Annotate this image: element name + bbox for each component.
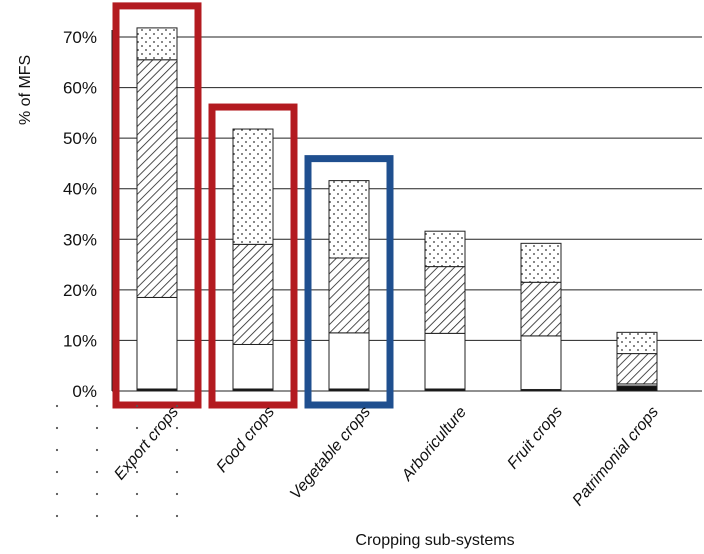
x-tick-label: Food crops <box>214 404 278 476</box>
bar-segment <box>232 128 274 245</box>
dotted-guide <box>95 514 99 518</box>
highlight-box <box>304 155 394 409</box>
dotted-guide <box>95 426 99 430</box>
y-tick-label: 30% <box>63 230 97 249</box>
highlight-boxes <box>112 2 394 409</box>
dotted-guide <box>175 404 179 408</box>
x-tick-label: Patrimonial crops <box>570 404 662 510</box>
x-axis-title: Cropping sub-systems <box>355 532 514 549</box>
dotted-guide <box>55 492 59 496</box>
dotted-guide <box>55 514 59 518</box>
y-tick-label: 10% <box>63 331 97 350</box>
dotted-guide <box>175 470 179 474</box>
bar-segment <box>136 59 178 298</box>
bar-segment <box>616 385 658 392</box>
x-tick-label: Vegetable crops <box>287 404 374 503</box>
highlight-box <box>208 103 298 409</box>
dotted-guide <box>55 448 59 452</box>
dotted-guide <box>175 514 179 518</box>
highlight-box <box>112 2 202 409</box>
x-axis: Export crops Food crops Vegetable crops Arb… <box>55 404 662 518</box>
y-tick-label: 70% <box>63 28 97 47</box>
bar-segment <box>136 27 178 61</box>
x-tick-label: Arboriculture <box>398 404 470 485</box>
dotted-guide <box>135 492 139 496</box>
dotted-guide <box>55 426 59 430</box>
x-tick-label: Export crops <box>111 404 182 484</box>
y-tick-label: 40% <box>63 180 97 199</box>
bar-segment <box>136 296 178 390</box>
dotted-guide <box>175 492 179 496</box>
dotted-guide <box>95 448 99 452</box>
dotted-guide <box>95 470 99 474</box>
bar-segment <box>424 230 466 268</box>
dotted-guide <box>55 470 59 474</box>
bar-segment <box>520 242 562 283</box>
bar-segment <box>424 266 466 334</box>
bar-segment <box>328 257 370 334</box>
bar-segment <box>520 335 562 390</box>
dotted-guide <box>135 426 139 430</box>
bars <box>136 27 658 392</box>
bar-segment <box>328 180 370 259</box>
dotted-guide <box>175 426 179 430</box>
y-tick-label: 60% <box>63 79 97 98</box>
bar-segment <box>424 332 466 390</box>
x-tick-label: Fruit crops <box>504 404 566 473</box>
y-tick-label: 50% <box>63 129 97 148</box>
bar-segment <box>616 353 658 385</box>
dotted-guide <box>135 448 139 452</box>
dotted-guide <box>55 404 59 408</box>
bar-segment <box>232 343 274 390</box>
bar-segment <box>520 281 562 337</box>
y-tick-label: 0% <box>72 382 97 401</box>
y-axis: 0% 10% 20% 30% 40% 50% 60% 70% <box>63 28 113 401</box>
bar-segment <box>616 331 658 355</box>
dotted-guide <box>135 514 139 518</box>
dotted-guide <box>175 448 179 452</box>
bar-segment <box>232 243 274 345</box>
dotted-guide <box>135 470 139 474</box>
dotted-guide <box>95 492 99 496</box>
dotted-guide <box>135 404 139 408</box>
y-axis-title: % of MFS <box>17 55 34 125</box>
y-tick-label: 20% <box>63 281 97 300</box>
dotted-guide <box>95 404 99 408</box>
bar-segment <box>328 332 370 390</box>
